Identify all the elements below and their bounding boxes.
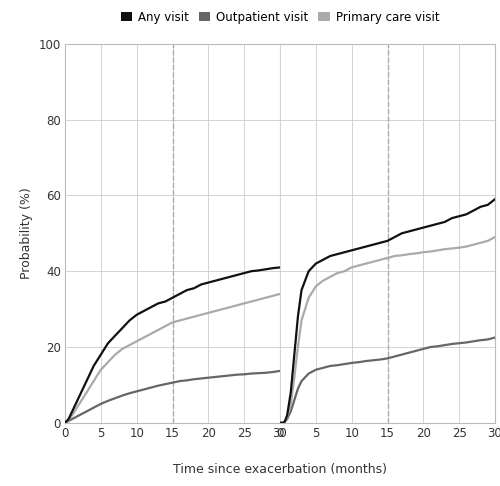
- Y-axis label: Probability (%): Probability (%): [20, 188, 33, 279]
- Legend: Any visit, Outpatient visit, Primary care visit: Any visit, Outpatient visit, Primary car…: [116, 6, 444, 28]
- Text: Time since exacerbation (months): Time since exacerbation (months): [173, 463, 387, 476]
